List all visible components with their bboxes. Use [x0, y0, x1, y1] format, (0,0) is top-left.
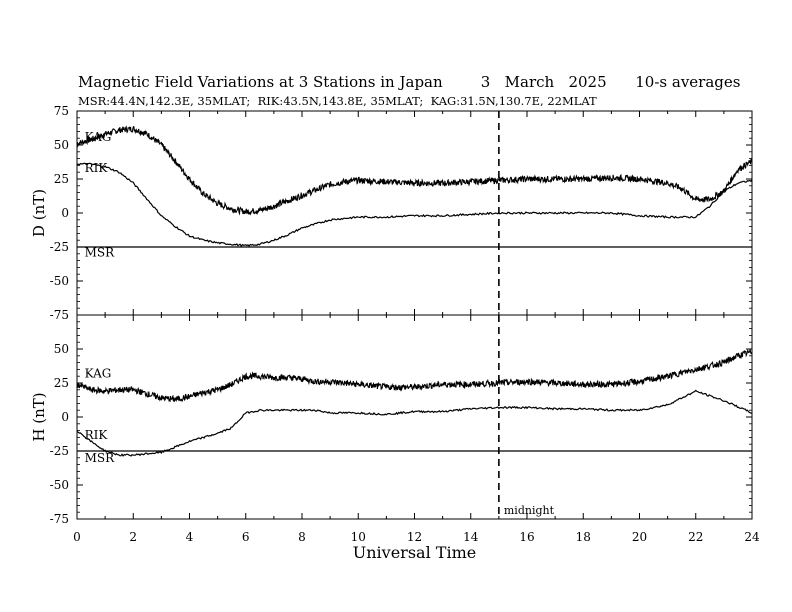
series-label-msr: MSR	[85, 246, 116, 260]
y-axis-label: H (nT)	[30, 392, 48, 441]
series-label-rik: RIK	[85, 161, 109, 175]
series-line-rik	[76, 162, 753, 248]
y-tick-label: 50	[54, 342, 69, 356]
panel-frame-d	[76, 110, 753, 316]
x-tick-label: 0	[73, 530, 81, 544]
midnight-label: midnight	[504, 504, 555, 517]
panel-d: 75 50 25 0 -25 -50 -75 D (nT) KAG RIK MSR	[30, 104, 753, 322]
y-tick-label: -50	[50, 478, 69, 492]
y-tick-label: -25	[50, 240, 69, 254]
y-tick-label: 75	[54, 104, 69, 118]
y-tick-label: 25	[54, 172, 69, 186]
midnight-marker: midnight	[498, 111, 555, 519]
y-tick-label: 0	[61, 206, 69, 220]
y-tick-label: 50	[54, 138, 69, 152]
series-line-kag	[76, 125, 753, 216]
series-label-kag: KAG	[85, 367, 112, 381]
x-tick-label: 20	[632, 530, 647, 544]
series-line-rik	[76, 389, 753, 457]
chart-subtitle: MSR:44.4N,142.3E, 35MLAT; RIK:43.5N,143.…	[78, 94, 597, 108]
x-tick-label: 18	[576, 530, 591, 544]
y-tick-label: -50	[50, 274, 69, 288]
y-axis-label: D (nT)	[30, 189, 48, 237]
x-axis-label: Universal Time	[353, 543, 476, 562]
x-tick-label: 4	[186, 530, 194, 544]
chart-title: Magnetic Field Variations at 3 Stations …	[78, 73, 741, 91]
y-tick-label: -75	[50, 308, 69, 322]
series-label-rik: RIK	[85, 428, 109, 442]
series-label-msr: MSR	[85, 451, 116, 465]
y-tick-label: 0	[61, 410, 69, 424]
x-tick-label: 24	[744, 530, 760, 544]
panel-frame-h	[76, 314, 753, 520]
y-tick-label: -25	[50, 444, 69, 458]
y-tick-label: 25	[54, 376, 69, 390]
series-line-kag	[76, 349, 753, 403]
x-tick-label: 22	[688, 530, 703, 544]
x-tick-label: 16	[519, 530, 534, 544]
x-tick-label: 10	[351, 530, 366, 544]
x-tick-label: 6	[242, 530, 250, 544]
x-tick-label: 14	[463, 530, 479, 544]
series-label-kag: KAG	[85, 130, 112, 144]
x-tick-label: 8	[298, 530, 306, 544]
panel-h: 50 25 0 -25 -50 -75 H (nT) KAG RIK MSR	[30, 314, 753, 526]
y-tick-label: -75	[50, 512, 69, 526]
x-tick-label: 2	[129, 530, 137, 544]
x-tick-label: 12	[407, 530, 422, 544]
